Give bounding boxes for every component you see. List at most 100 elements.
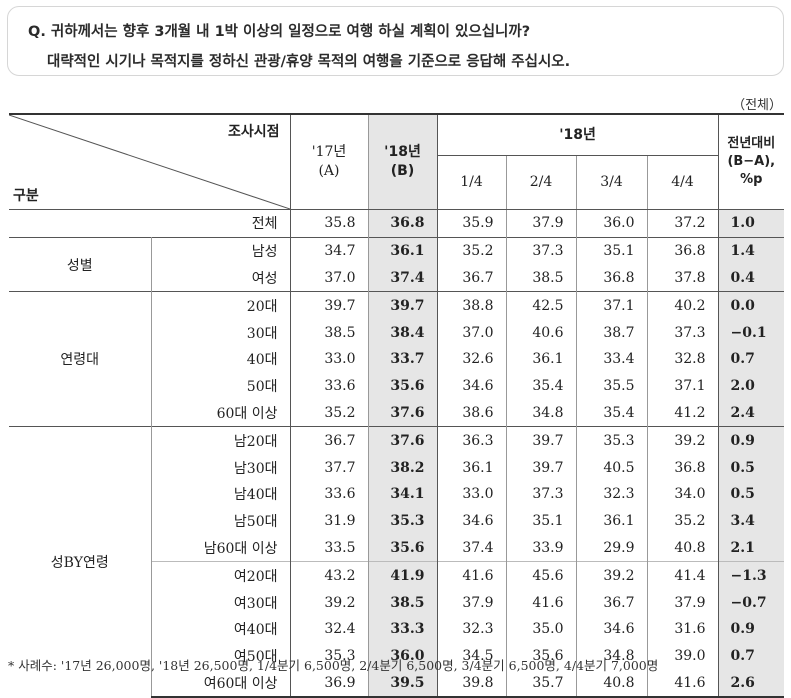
row-label: 여40대 bbox=[233, 622, 278, 639]
row-label: 전체 bbox=[251, 216, 278, 233]
value-q2: 33.9 bbox=[505, 534, 576, 562]
header-diff-l3: %p bbox=[740, 172, 763, 187]
data-table: 조사시점 구분 '17년 (A) '18년 (B) '18년 전년대비 (B−A… bbox=[9, 113, 785, 698]
value-2017: 33.6 bbox=[289, 372, 368, 400]
value-q1: 36.3 bbox=[436, 426, 506, 455]
value-q1: 34.6 bbox=[436, 507, 506, 535]
value-diff: 0.9 bbox=[717, 426, 785, 455]
value-2017: 33.0 bbox=[289, 345, 368, 373]
value-q3: 35.1 bbox=[575, 236, 647, 265]
header-2018-sub: (B) bbox=[390, 163, 415, 179]
value-2017: 37.0 bbox=[289, 264, 368, 292]
value-q4: 31.6 bbox=[646, 615, 719, 643]
value-q4: 40.2 bbox=[646, 291, 719, 320]
value-2017: 36.7 bbox=[289, 426, 368, 455]
value-q1: 36.7 bbox=[436, 264, 506, 292]
value-2018: 38.2 bbox=[367, 454, 437, 481]
value-diff: 2.1 bbox=[717, 534, 785, 562]
value-2018: 37.6 bbox=[367, 399, 437, 427]
header-col-diff: 전년대비 (B−A), %p bbox=[717, 113, 785, 210]
value-2017: 32.4 bbox=[289, 615, 368, 643]
value-2018: 41.9 bbox=[367, 561, 437, 590]
value-2017: 38.5 bbox=[289, 319, 368, 346]
header-col-2017: '17년 (A) bbox=[289, 113, 368, 210]
value-q2: 39.7 bbox=[505, 454, 576, 481]
header-q3: 3/4 bbox=[575, 155, 647, 210]
value-2017: 33.5 bbox=[289, 534, 368, 562]
value-q1: 37.9 bbox=[436, 589, 506, 616]
table-row: 여50대 35.3 36.0 34.5 35.6 34.8 39.0 0.7 bbox=[9, 642, 785, 670]
unit-label: （전체） bbox=[732, 98, 782, 113]
row-label: 30대 bbox=[246, 325, 278, 342]
value-q1: 35.2 bbox=[436, 236, 506, 265]
table-row: 여30대 39.2 38.5 37.9 41.6 36.7 37.9 −0.7 bbox=[9, 589, 785, 616]
value-q3: 36.1 bbox=[575, 507, 647, 535]
value-q1: 36.1 bbox=[436, 454, 506, 481]
value-diff: 0.7 bbox=[717, 345, 785, 373]
group-label-genderage: 성BY연령 bbox=[9, 426, 152, 698]
value-q1: 37.4 bbox=[436, 534, 506, 562]
value-2018: 36.0 bbox=[367, 642, 437, 670]
value-2018: 35.3 bbox=[367, 507, 437, 535]
header-col-2018: '18년 (B) bbox=[367, 113, 437, 210]
header-q2: 2/4 bbox=[505, 155, 576, 210]
value-q4: 41.2 bbox=[646, 399, 719, 427]
value-q4: 37.3 bbox=[646, 319, 719, 346]
value-2018: 35.6 bbox=[367, 534, 437, 562]
table-row: 연령대 20대 39.7 39.7 38.8 42.5 37.1 40.2 0.0 bbox=[9, 291, 785, 427]
value-2018: 39.7 bbox=[367, 291, 437, 320]
value-2017: 35.8 bbox=[289, 209, 368, 238]
value-2018: 38.5 bbox=[367, 589, 437, 616]
row-label: 여성 bbox=[251, 270, 278, 287]
value-2018: 33.7 bbox=[367, 345, 437, 373]
value-diff: −0.7 bbox=[717, 589, 785, 616]
value-q3: 34.6 bbox=[575, 615, 647, 643]
value-diff: 0.9 bbox=[717, 615, 785, 643]
value-q4: 40.8 bbox=[646, 534, 719, 562]
value-q3: 36.8 bbox=[575, 264, 647, 292]
value-q3: 33.4 bbox=[575, 345, 647, 373]
value-q1: 32.3 bbox=[436, 615, 506, 643]
table-row: 여성 37.0 37.4 36.7 38.5 36.8 37.8 0.4 bbox=[9, 264, 785, 292]
question-box: Q. 귀하께서는 향후 3개월 내 1박 이상의 일정으로 여행 하실 계획이 … bbox=[7, 6, 784, 76]
header-survey-time: 조사시점 bbox=[227, 124, 280, 140]
table-row: 여20대 43.2 41.9 41.6 45.6 39.2 41.4 −1.3 bbox=[9, 561, 785, 590]
value-2017: 39.7 bbox=[289, 291, 368, 320]
header-2017-label: '17년 bbox=[311, 144, 347, 160]
value-q2: 37.3 bbox=[505, 236, 576, 265]
value-q2: 42.5 bbox=[505, 291, 576, 320]
header-q1: 1/4 bbox=[436, 155, 506, 210]
row-label: 남50대 bbox=[233, 514, 278, 531]
value-q1: 32.6 bbox=[436, 345, 506, 373]
value-q4: 32.8 bbox=[646, 345, 719, 373]
value-q2: 35.1 bbox=[505, 507, 576, 535]
value-2017: 39.2 bbox=[289, 589, 368, 616]
table-row: 성별 남성 34.7 36.1 35.2 37.3 35.1 36.8 1.4 bbox=[9, 236, 785, 292]
value-q3: 34.8 bbox=[575, 642, 647, 670]
value-2018: 37.4 bbox=[367, 264, 437, 292]
value-diff: 2.4 bbox=[717, 399, 785, 427]
value-q1: 38.6 bbox=[436, 399, 506, 427]
value-2017: 37.7 bbox=[289, 454, 368, 481]
value-diff: −0.1 bbox=[717, 319, 785, 346]
header-quarter-group: '18년 bbox=[436, 113, 719, 156]
value-q3: 38.7 bbox=[575, 319, 647, 346]
table-row: 성BY연령 남20대 36.7 37.6 36.3 39.7 35.3 39.2 0.9 bbox=[9, 426, 785, 698]
table-row: 40대 33.0 33.7 32.6 36.1 33.4 32.8 0.7 bbox=[9, 345, 785, 373]
table-row: 남30대 37.7 38.2 36.1 39.7 40.5 36.8 0.5 bbox=[9, 454, 785, 481]
value-q3: 40.5 bbox=[575, 454, 647, 481]
value-q3: 36.0 bbox=[575, 209, 647, 238]
value-q3: 36.7 bbox=[575, 589, 647, 616]
value-diff: 0.5 bbox=[717, 480, 785, 508]
value-diff: 2.0 bbox=[717, 372, 785, 400]
row-label: 남60대 이상 bbox=[203, 540, 278, 557]
value-diff: 0.5 bbox=[717, 454, 785, 481]
value-2018: 35.6 bbox=[367, 372, 437, 400]
value-diff: 2.6 bbox=[717, 669, 785, 698]
value-diff: 1.4 bbox=[717, 236, 785, 265]
row-label: 여50대 bbox=[233, 649, 278, 666]
value-q2: 38.5 bbox=[505, 264, 576, 292]
value-q3: 32.3 bbox=[575, 480, 647, 508]
row-label: 60대 이상 bbox=[216, 405, 278, 422]
value-q4: 37.1 bbox=[646, 372, 719, 400]
